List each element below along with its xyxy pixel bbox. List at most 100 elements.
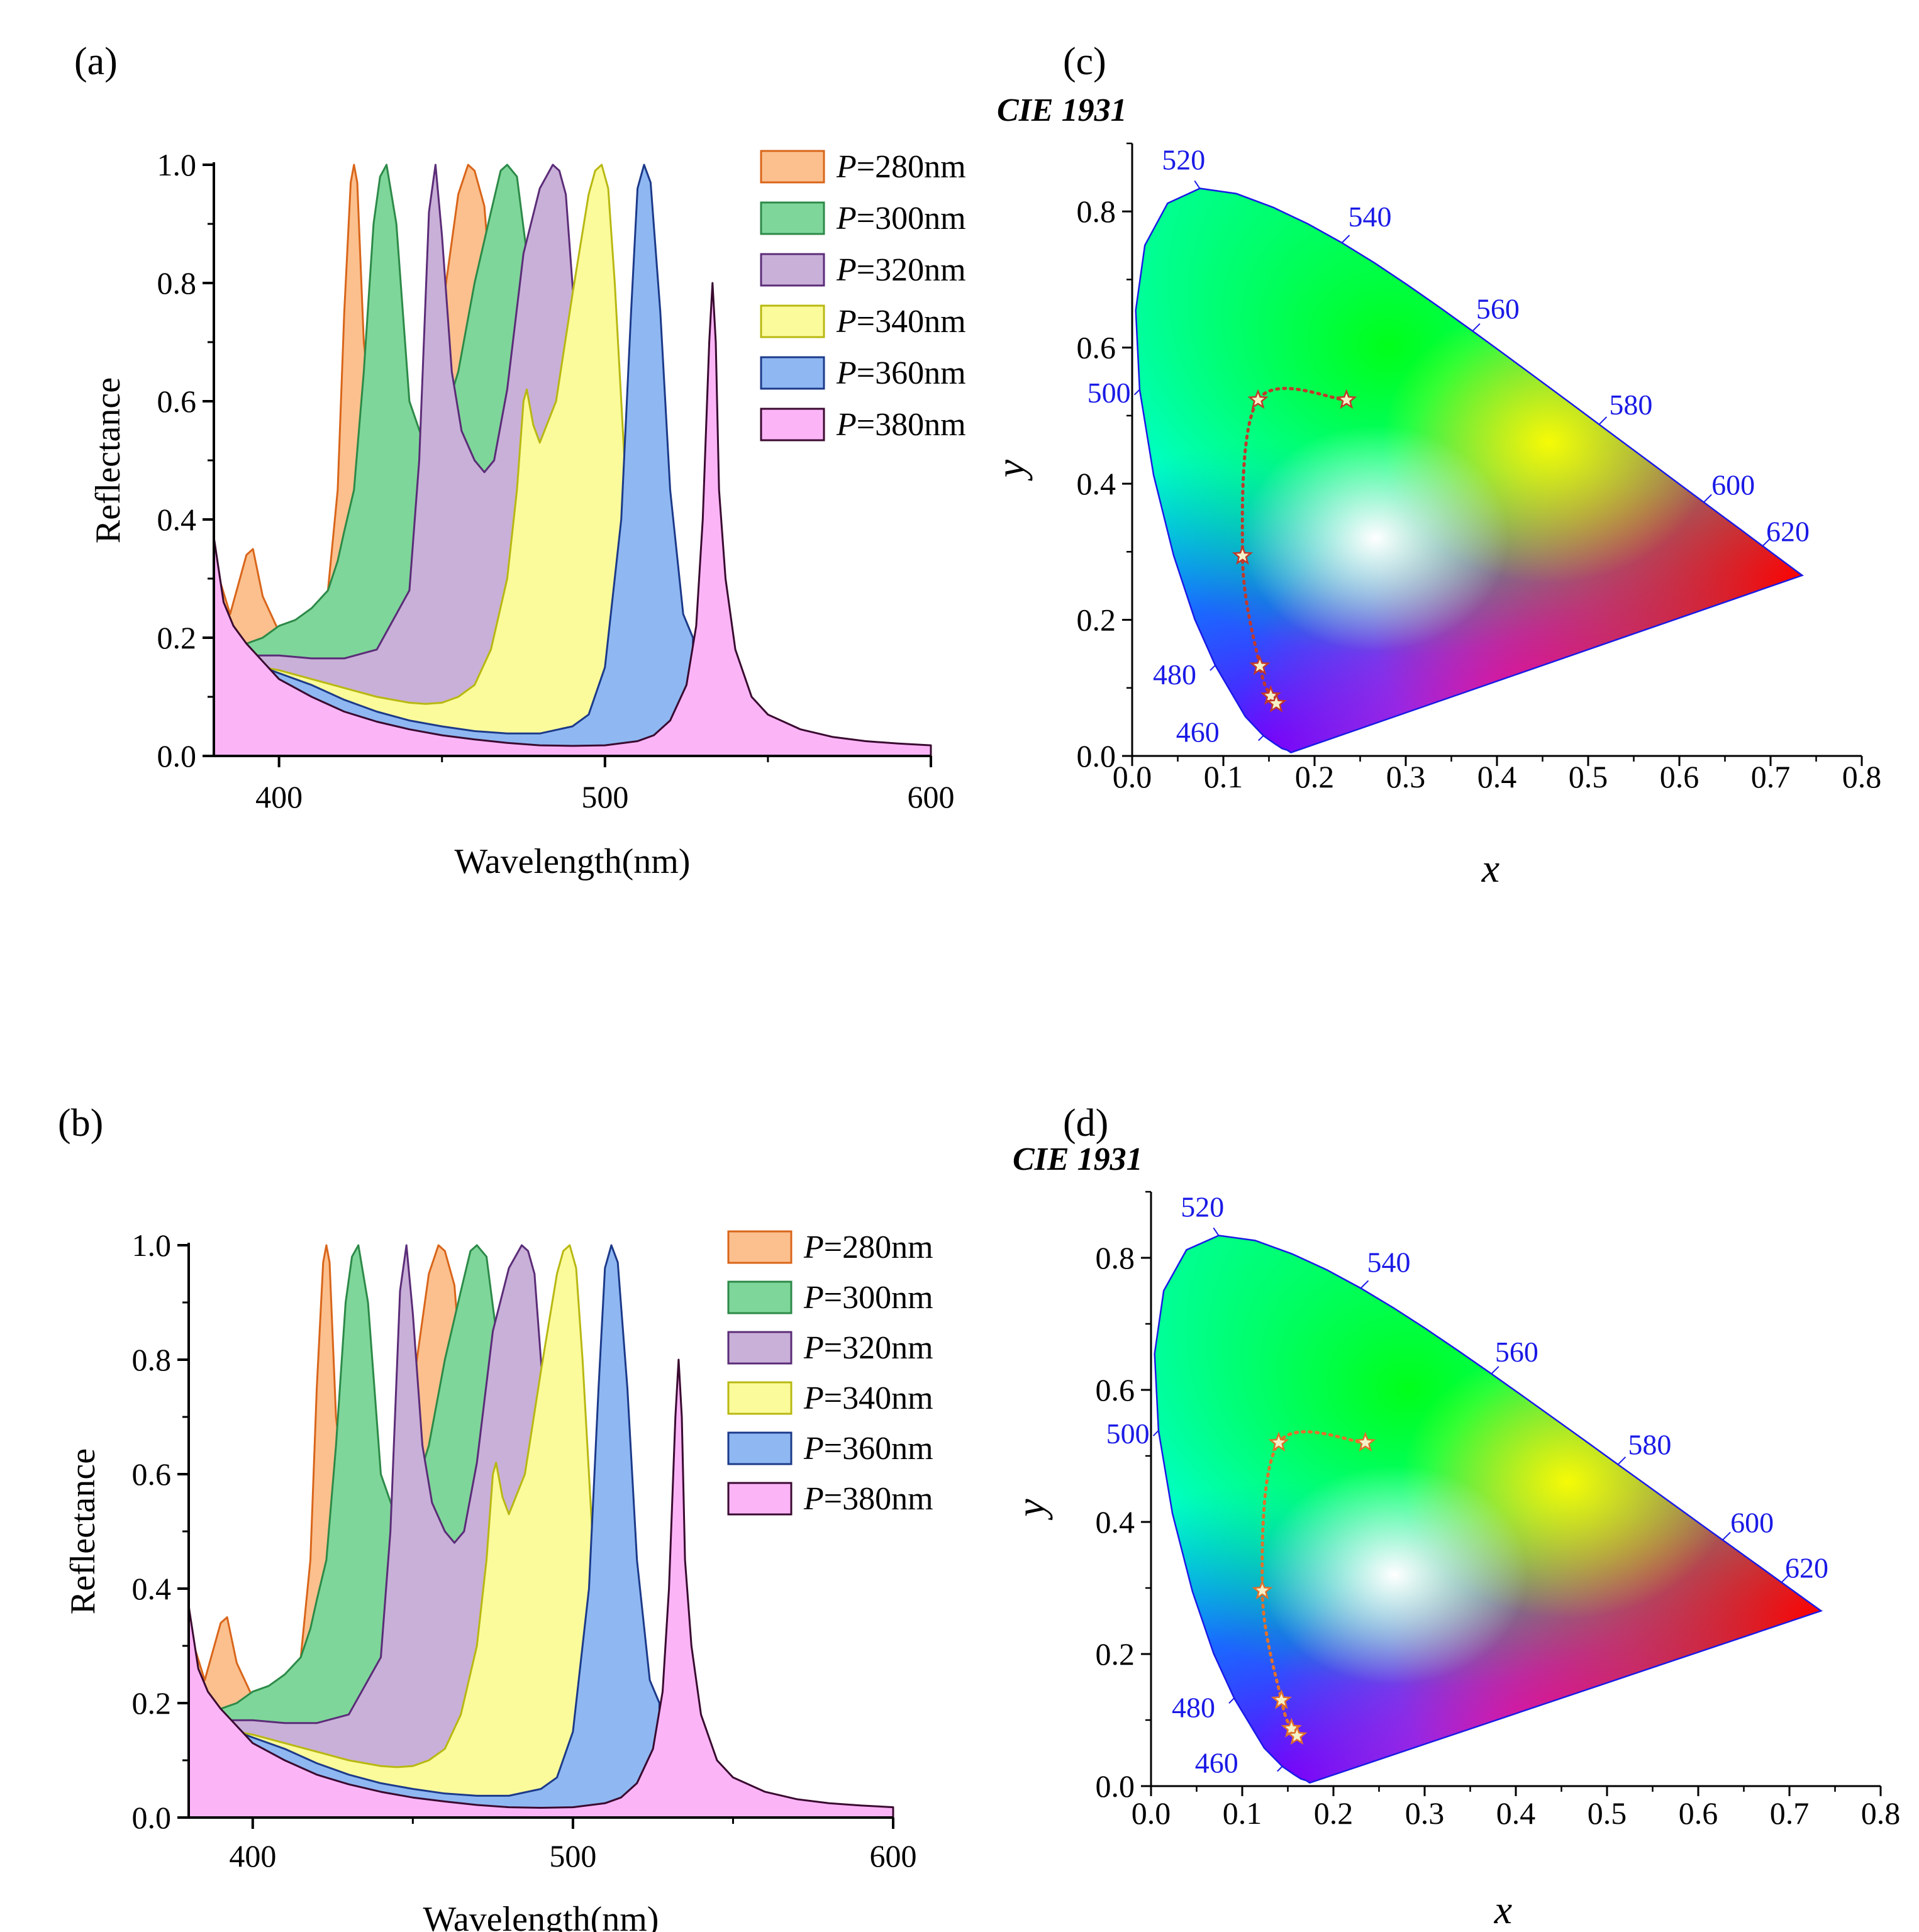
legend-label-4: P=360nm	[836, 355, 966, 391]
x-tick-label: 0.7	[1770, 1796, 1810, 1831]
y-tick-label: 0.8	[157, 265, 197, 301]
wavelength-leader	[1210, 665, 1216, 671]
wavelength-leader	[1598, 416, 1608, 425]
wavelength-label: 580	[1609, 389, 1652, 421]
legend-label-2: P=320nm	[836, 252, 966, 288]
y-tick-label: 0.2	[1077, 602, 1116, 638]
panel-label-a: (a)	[74, 40, 118, 83]
area-series-3	[220, 1244, 606, 1819]
legend-label-0: P=280nm	[803, 1230, 933, 1265]
y-axis-title: Reflectance	[89, 377, 128, 543]
reflectance-chart-b: 0.0 0.2 0.4 0.6 0.8 1.0 400 500 600 Wavelength(nm…	[64, 1228, 933, 1932]
x-tick-label: 400	[255, 779, 303, 814]
wavelength-label: 500	[1087, 377, 1131, 409]
legend-label-variable: P	[836, 149, 857, 185]
color-point-star-3	[1271, 1689, 1292, 1709]
legend-label-5: P=380nm	[836, 407, 966, 443]
legend-label-value: =340nm	[857, 304, 966, 340]
legend-label-value: =280nm	[857, 149, 966, 185]
y-tick-label: 0.0	[132, 1800, 172, 1835]
x-tick-label: 0.0	[1132, 1796, 1171, 1831]
legend-label-value: =360nm	[857, 355, 966, 391]
legend-swatch-3	[727, 1381, 793, 1415]
area-series-3	[245, 164, 639, 757]
wavelength-leader	[1341, 235, 1350, 243]
wavelength-leader	[1617, 1456, 1627, 1465]
legend-label-variable: P	[803, 1230, 824, 1265]
legend-label-variable: P	[803, 1280, 824, 1316]
x-tick-label: 600	[908, 779, 955, 814]
x-tick-label: 0.0	[1113, 759, 1152, 794]
cie-title: CIE 1931	[1013, 1141, 1143, 1177]
legend-swatch-1	[727, 1280, 793, 1314]
x-tick-label: 0.3	[1405, 1796, 1445, 1831]
x-tick-label: 400	[229, 1838, 276, 1874]
y-tick-label: 0.0	[157, 738, 197, 774]
y-tick-label: 1.0	[132, 1228, 172, 1263]
wavelength-leader	[1472, 323, 1481, 332]
x-axis-title: x	[1494, 1887, 1512, 1932]
wavelength-leader	[1194, 180, 1201, 189]
legend-label-value: =380nm	[824, 1481, 933, 1517]
y-tick-label: 0.4	[132, 1571, 172, 1606]
area-series-5	[187, 1358, 894, 1819]
legend-label-variable: P	[803, 1380, 824, 1416]
panel-b: (b) 0.0 0.2 0.4 0.6 0.8 1.0 400 500 600 Wavelengt…	[58, 1102, 933, 1932]
y-tick-label: 0.8	[1077, 194, 1116, 229]
legend-label-variable: P	[803, 1330, 824, 1366]
y-axis-title: y	[1008, 1499, 1053, 1521]
panel-label-d: (d)	[1063, 1102, 1108, 1145]
gamut-white	[1154, 1235, 1822, 1783]
legend-swatch-2	[727, 1331, 793, 1365]
spectral-locus-outline	[1154, 1235, 1823, 1784]
legend-label-variable: P	[836, 201, 857, 236]
wavelength-leader	[1277, 1765, 1283, 1772]
x-tick-label: 0.1	[1204, 759, 1243, 794]
x-tick-label: 0.2	[1314, 1796, 1354, 1831]
y-tick-label: 0.6	[132, 1457, 172, 1492]
gamut-white	[1135, 188, 1803, 753]
color-point-star-2	[1232, 545, 1254, 565]
x-tick-label: 0.4	[1477, 759, 1517, 794]
legend-label-value: =380nm	[857, 407, 966, 443]
x-axis-title: Wavelength(nm)	[455, 842, 691, 881]
x-tick-label: 0.7	[1751, 759, 1791, 794]
y-tick-label: 0.8	[132, 1342, 172, 1377]
legend-label-variable: P	[836, 355, 857, 391]
x-tick-label: 0.6	[1660, 759, 1699, 794]
wavelength-leader	[1360, 1280, 1369, 1289]
color-point-star-1	[1247, 389, 1269, 409]
wavelength-leader	[1152, 1430, 1159, 1436]
wavelength-leader	[1228, 1697, 1235, 1704]
panel-d: (d) CIE 1931 0.0 0.1 0.2 0.3 0.4 0.5 0.6 0.7 0.8 0…	[1008, 1102, 1900, 1932]
legend-swatch-2	[760, 253, 825, 287]
color-point-star-2	[1252, 1579, 1273, 1600]
legend-label-variable: P	[803, 1481, 824, 1517]
legend-swatch-4	[727, 1431, 793, 1465]
cie-chart-c: CIE 1931 0.0 0.1 0.2 0.3 0.4 0.5 0.6 0.7 0.8 0.0 0.…	[988, 92, 1881, 891]
x-tick-label: 0.5	[1588, 1796, 1627, 1831]
x-tick-label: 0.2	[1295, 759, 1335, 794]
wavelength-label: 560	[1476, 293, 1520, 325]
wavelength-leader	[1258, 735, 1264, 741]
wavelength-label: 500	[1106, 1418, 1150, 1450]
area-series-5	[213, 282, 932, 757]
legend-label-3: P=340nm	[803, 1380, 933, 1416]
panel-label-c: (c)	[1063, 40, 1106, 83]
y-tick-label: 0.0	[1077, 738, 1116, 774]
wavelength-label: 540	[1367, 1246, 1411, 1278]
legend-label-value: =300nm	[824, 1280, 933, 1316]
y-tick-label: 1.0	[157, 147, 197, 182]
panel-c: (c) CIE 1931 0.0 0.1 0.2 0.3 0.4 0.5 0.6 0.7 0.8 0…	[988, 40, 1881, 891]
wavelength-leader	[1133, 389, 1140, 396]
y-tick-label: 0.2	[132, 1685, 172, 1721]
reflectance-chart-a: 0.0 0.2 0.4 0.6 0.8 1.0 400 500 600 Wavelength(nm…	[89, 147, 966, 881]
legend-label-2: P=320nm	[803, 1330, 933, 1366]
cie-gamut-fill	[1135, 188, 1803, 753]
color-point-star-5	[1286, 1724, 1308, 1745]
y-tick-label: 0.2	[1096, 1636, 1135, 1672]
x-tick-label: 500	[581, 779, 628, 814]
legend-label-variable: P	[803, 1431, 824, 1467]
wavelength-leader	[1491, 1366, 1499, 1375]
y-axis-title: Reflectance	[64, 1448, 103, 1614]
